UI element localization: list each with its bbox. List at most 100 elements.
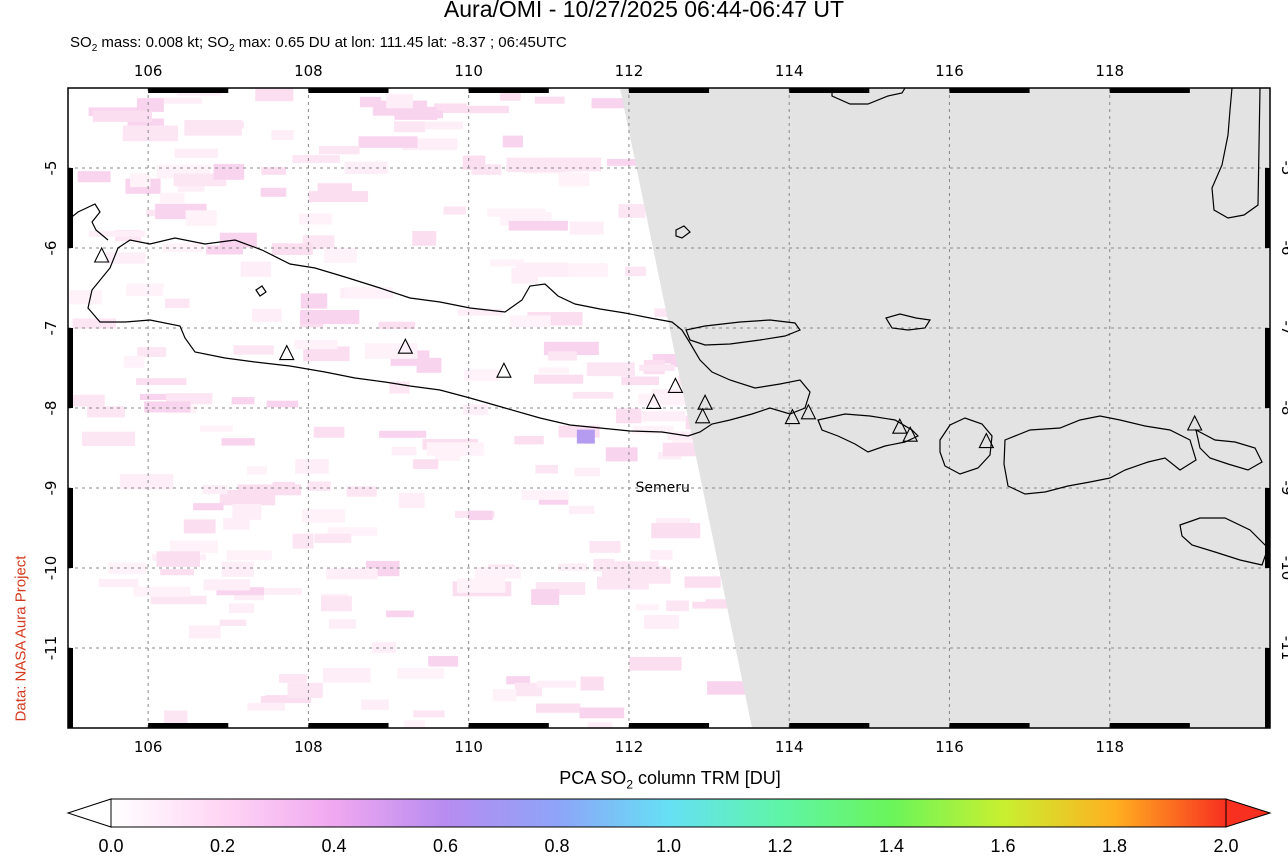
so2-pixel	[605, 447, 638, 462]
so2-pixel	[188, 121, 244, 129]
so2-pixel	[361, 699, 389, 710]
colorbar	[66, 798, 1272, 828]
so2-pixel	[424, 121, 464, 130]
so2-pixel	[625, 266, 646, 277]
volcano-triangle-icon	[697, 393, 713, 410]
frame-tick-bottom	[949, 723, 1030, 728]
lon-tick-label-bottom: 114	[775, 738, 804, 756]
sumbawa-east-coastline	[1195, 428, 1263, 471]
so2-pixel	[378, 321, 416, 329]
so2-pixel	[364, 343, 418, 359]
so2-pixel	[232, 504, 262, 520]
sulawesi-coastline	[1211, 88, 1261, 219]
frame-tick-right	[1265, 328, 1270, 408]
lat-tick-label-right: -6	[1278, 241, 1288, 256]
so2-pixel	[246, 466, 267, 475]
so2-pixel	[633, 411, 686, 422]
so2-pixel	[386, 610, 414, 618]
so2-pixel	[302, 509, 346, 523]
colorbar-left-arrow	[66, 798, 112, 828]
so2-pixel	[81, 431, 136, 447]
so2-pixel	[457, 578, 506, 593]
so2-pixel	[203, 579, 251, 591]
so2-pixel	[534, 96, 565, 104]
so2-pixel	[300, 310, 360, 325]
so2-pixel	[531, 589, 560, 605]
so2-pixel	[137, 98, 164, 112]
so2-pixel	[471, 164, 502, 175]
so2-pixel	[344, 287, 391, 299]
so2-pixel	[173, 173, 227, 187]
axis-labels: 106 106 108 108 110 110 112 112 114 114 116 116 118 1…	[42, 62, 1288, 756]
so2-pixel	[621, 376, 659, 386]
colorbar-tick-label: 1.4	[878, 836, 905, 856]
so2-pixel	[638, 393, 692, 406]
so2-pixel	[666, 600, 689, 612]
so2-pixel	[259, 484, 302, 496]
so2-pixel	[77, 171, 111, 183]
lombok-coastline	[939, 417, 993, 475]
karimunjawa-coastline	[255, 285, 267, 297]
so2-pixel	[206, 245, 243, 255]
bali-coastline	[817, 413, 920, 453]
so2-pixel	[252, 308, 282, 323]
frame-tick-left	[68, 488, 73, 568]
so2-pixel	[651, 523, 701, 539]
frame-tick-left	[68, 328, 73, 408]
lat-tick-label-left: -10	[42, 556, 60, 581]
colorbar-title-sub: 2	[626, 777, 633, 792]
lon-tick-label-top: 116	[935, 62, 964, 80]
so2-pixel	[509, 315, 551, 327]
so2-pixel	[292, 155, 340, 163]
so2-pixel	[216, 587, 265, 596]
volcano-triangle-icon	[645, 393, 662, 409]
so2-pixel	[70, 394, 105, 407]
so2-pixel	[140, 393, 177, 400]
lon-tick-label-top: 110	[454, 62, 483, 80]
so2-pixel	[558, 563, 587, 571]
so2-pixel	[87, 406, 125, 418]
frame-tick-bottom	[628, 723, 710, 728]
lat-tick-label-left: -7	[42, 321, 60, 336]
so2-pixel	[279, 674, 307, 683]
lat-tick-label-left: -11	[42, 636, 60, 661]
java-coastline	[87, 237, 811, 437]
so2-pixel	[165, 298, 190, 308]
colorbar-title-main: PCA SO	[559, 768, 627, 788]
so2-pixel	[426, 442, 485, 456]
so2-pixel	[344, 161, 388, 174]
volcano-triangle-icon	[800, 403, 817, 420]
lon-tick-label-top: 112	[615, 62, 644, 80]
so2-label: SO	[70, 34, 92, 51]
so2-pixel	[88, 230, 146, 237]
colorbar-tick-label: 1.2	[767, 836, 793, 856]
volcano-markers	[93, 246, 1203, 449]
so2-pixel	[535, 464, 558, 474]
so2-pixel	[464, 369, 500, 381]
so2-pixel	[200, 425, 233, 432]
so2-pixel	[300, 293, 328, 309]
so2-subscript: 2	[91, 43, 98, 54]
graticule	[68, 88, 1270, 728]
volcano-triangle-icon	[496, 361, 512, 378]
volcano-triangle-icon	[397, 337, 414, 354]
frame-tick-bottom	[308, 723, 389, 728]
so2-pixel	[506, 676, 531, 685]
so2-pixel	[629, 656, 682, 671]
so2-pixel	[574, 467, 600, 477]
page-title: Aura/OMI - 10/27/2025 06:44-06:47 UT	[443, 0, 845, 22]
colorbar-right-arrow	[1225, 798, 1272, 828]
volcano-triangle-icon	[1186, 414, 1203, 431]
so2-max-pixel	[576, 429, 595, 444]
colorbar-tick-label: 1.6	[990, 836, 1016, 856]
so2-pixel	[579, 707, 625, 719]
so2-pixel	[606, 159, 639, 166]
so2-pixel	[591, 98, 643, 109]
so2-pixel	[247, 702, 286, 711]
so2-pixel	[402, 138, 458, 151]
so2-pixel	[618, 204, 646, 218]
colorbar-title: PCA SO2 column TRM [DU]	[0, 768, 1288, 792]
so2-pixel	[292, 533, 314, 549]
so2-pixel	[536, 680, 577, 688]
so2-pixel	[521, 490, 569, 500]
